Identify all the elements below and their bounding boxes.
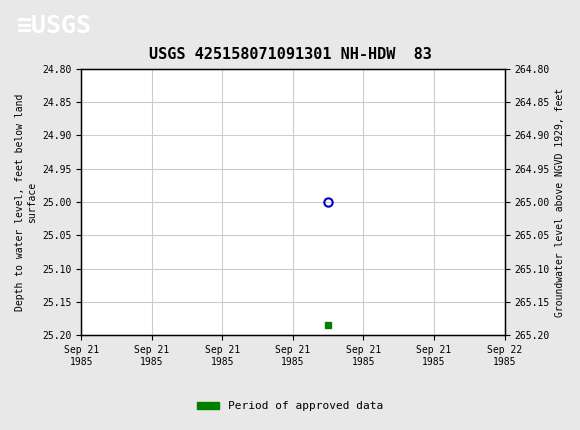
Y-axis label: Depth to water level, feet below land
surface: Depth to water level, feet below land su…	[15, 93, 37, 311]
Text: USGS 425158071091301 NH-HDW  83: USGS 425158071091301 NH-HDW 83	[148, 47, 432, 62]
Legend: Period of approved data: Period of approved data	[193, 397, 387, 416]
Text: ≡USGS: ≡USGS	[17, 14, 92, 38]
Y-axis label: Groundwater level above NGVD 1929, feet: Groundwater level above NGVD 1929, feet	[555, 88, 565, 316]
